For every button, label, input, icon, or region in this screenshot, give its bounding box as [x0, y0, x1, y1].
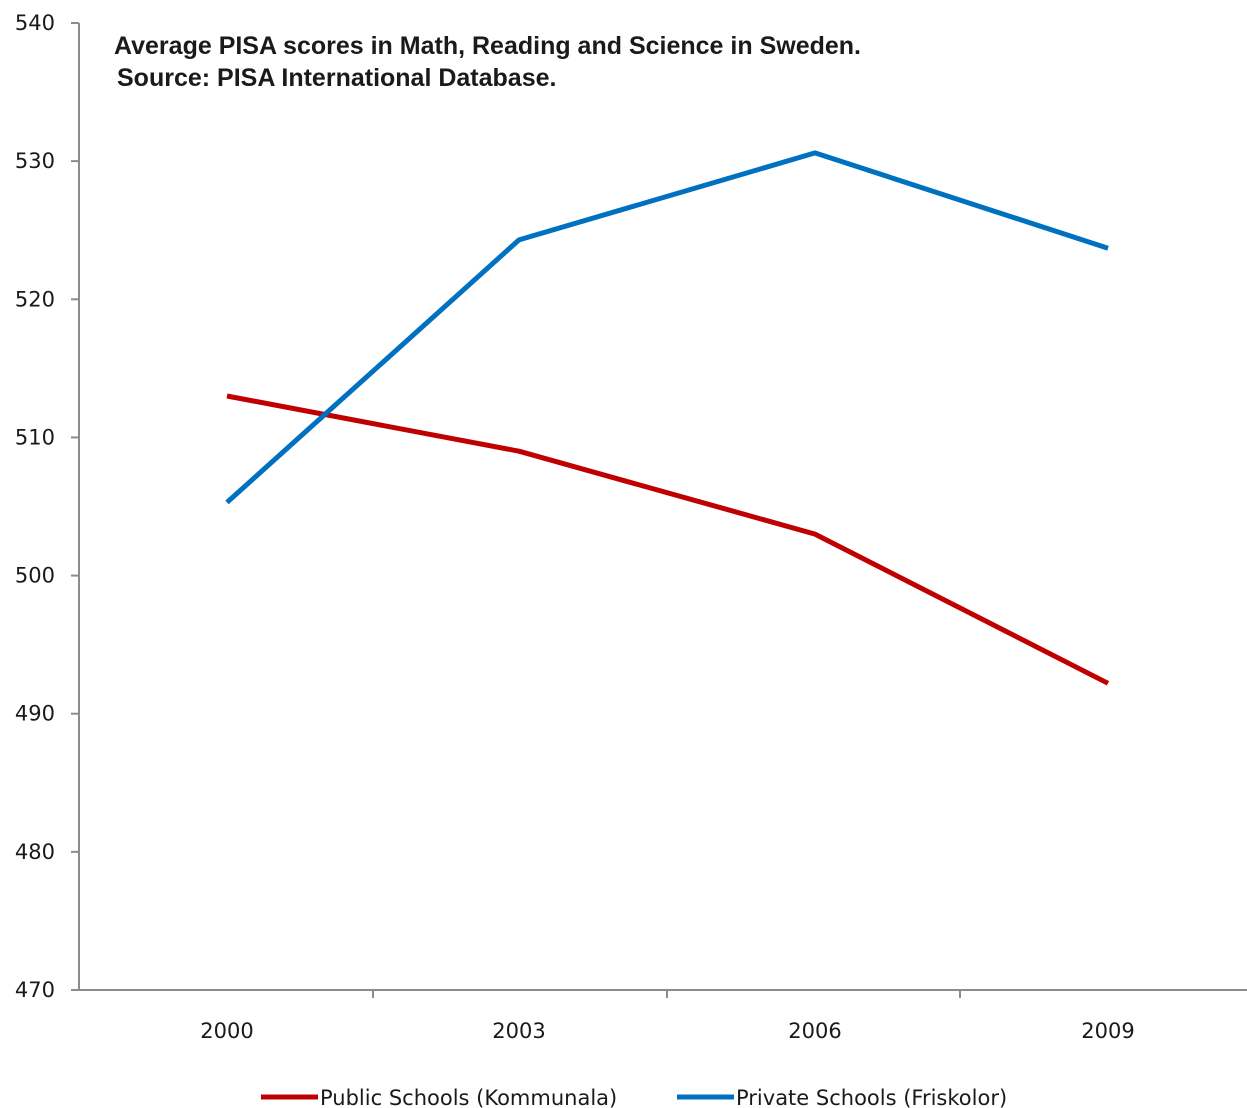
legend-label: Public Schools (Kommunala) [320, 1086, 617, 1108]
y-tick-label: 470 [15, 978, 55, 1002]
y-tick-label: 530 [15, 149, 55, 173]
x-tick-label: 2000 [200, 1019, 253, 1043]
y-tick-label: 520 [15, 287, 55, 311]
x-tick-label: 2003 [492, 1019, 545, 1043]
chart-title: Average PISA scores in Math, Reading and… [114, 32, 861, 60]
x-tick-label: 2006 [788, 1019, 841, 1043]
y-tick-label: 510 [15, 425, 55, 449]
y-tick-label: 500 [15, 564, 55, 588]
axes [78, 23, 1247, 991]
legend-item: Private Schools (Friskolor) [677, 1086, 1007, 1108]
legend-item: Public Schools (Kommunala) [261, 1086, 617, 1108]
y-tick-label: 480 [15, 840, 55, 864]
y-tick-label: 490 [15, 702, 55, 726]
y-axis-ticks: 470 480 490 500 510 520 530 540 [15, 11, 79, 1002]
series-line-public-schools [226, 393, 1110, 686]
series-line-private-schools [225, 150, 1109, 505]
chart-subtitle: Source: PISA International Database. [117, 64, 556, 92]
series-lines [225, 150, 1110, 686]
legend: Public Schools (Kommunala) Private School… [261, 1086, 1007, 1108]
legend-label: Private Schools (Friskolor) [736, 1086, 1007, 1108]
x-tick-label: 2009 [1081, 1019, 1134, 1043]
y-tick-label: 540 [15, 11, 55, 35]
x-axis-ticks: 2000 2003 2006 2009 [200, 990, 1135, 1043]
chart-title-block: Average PISA scores in Math, Reading and… [114, 32, 861, 92]
